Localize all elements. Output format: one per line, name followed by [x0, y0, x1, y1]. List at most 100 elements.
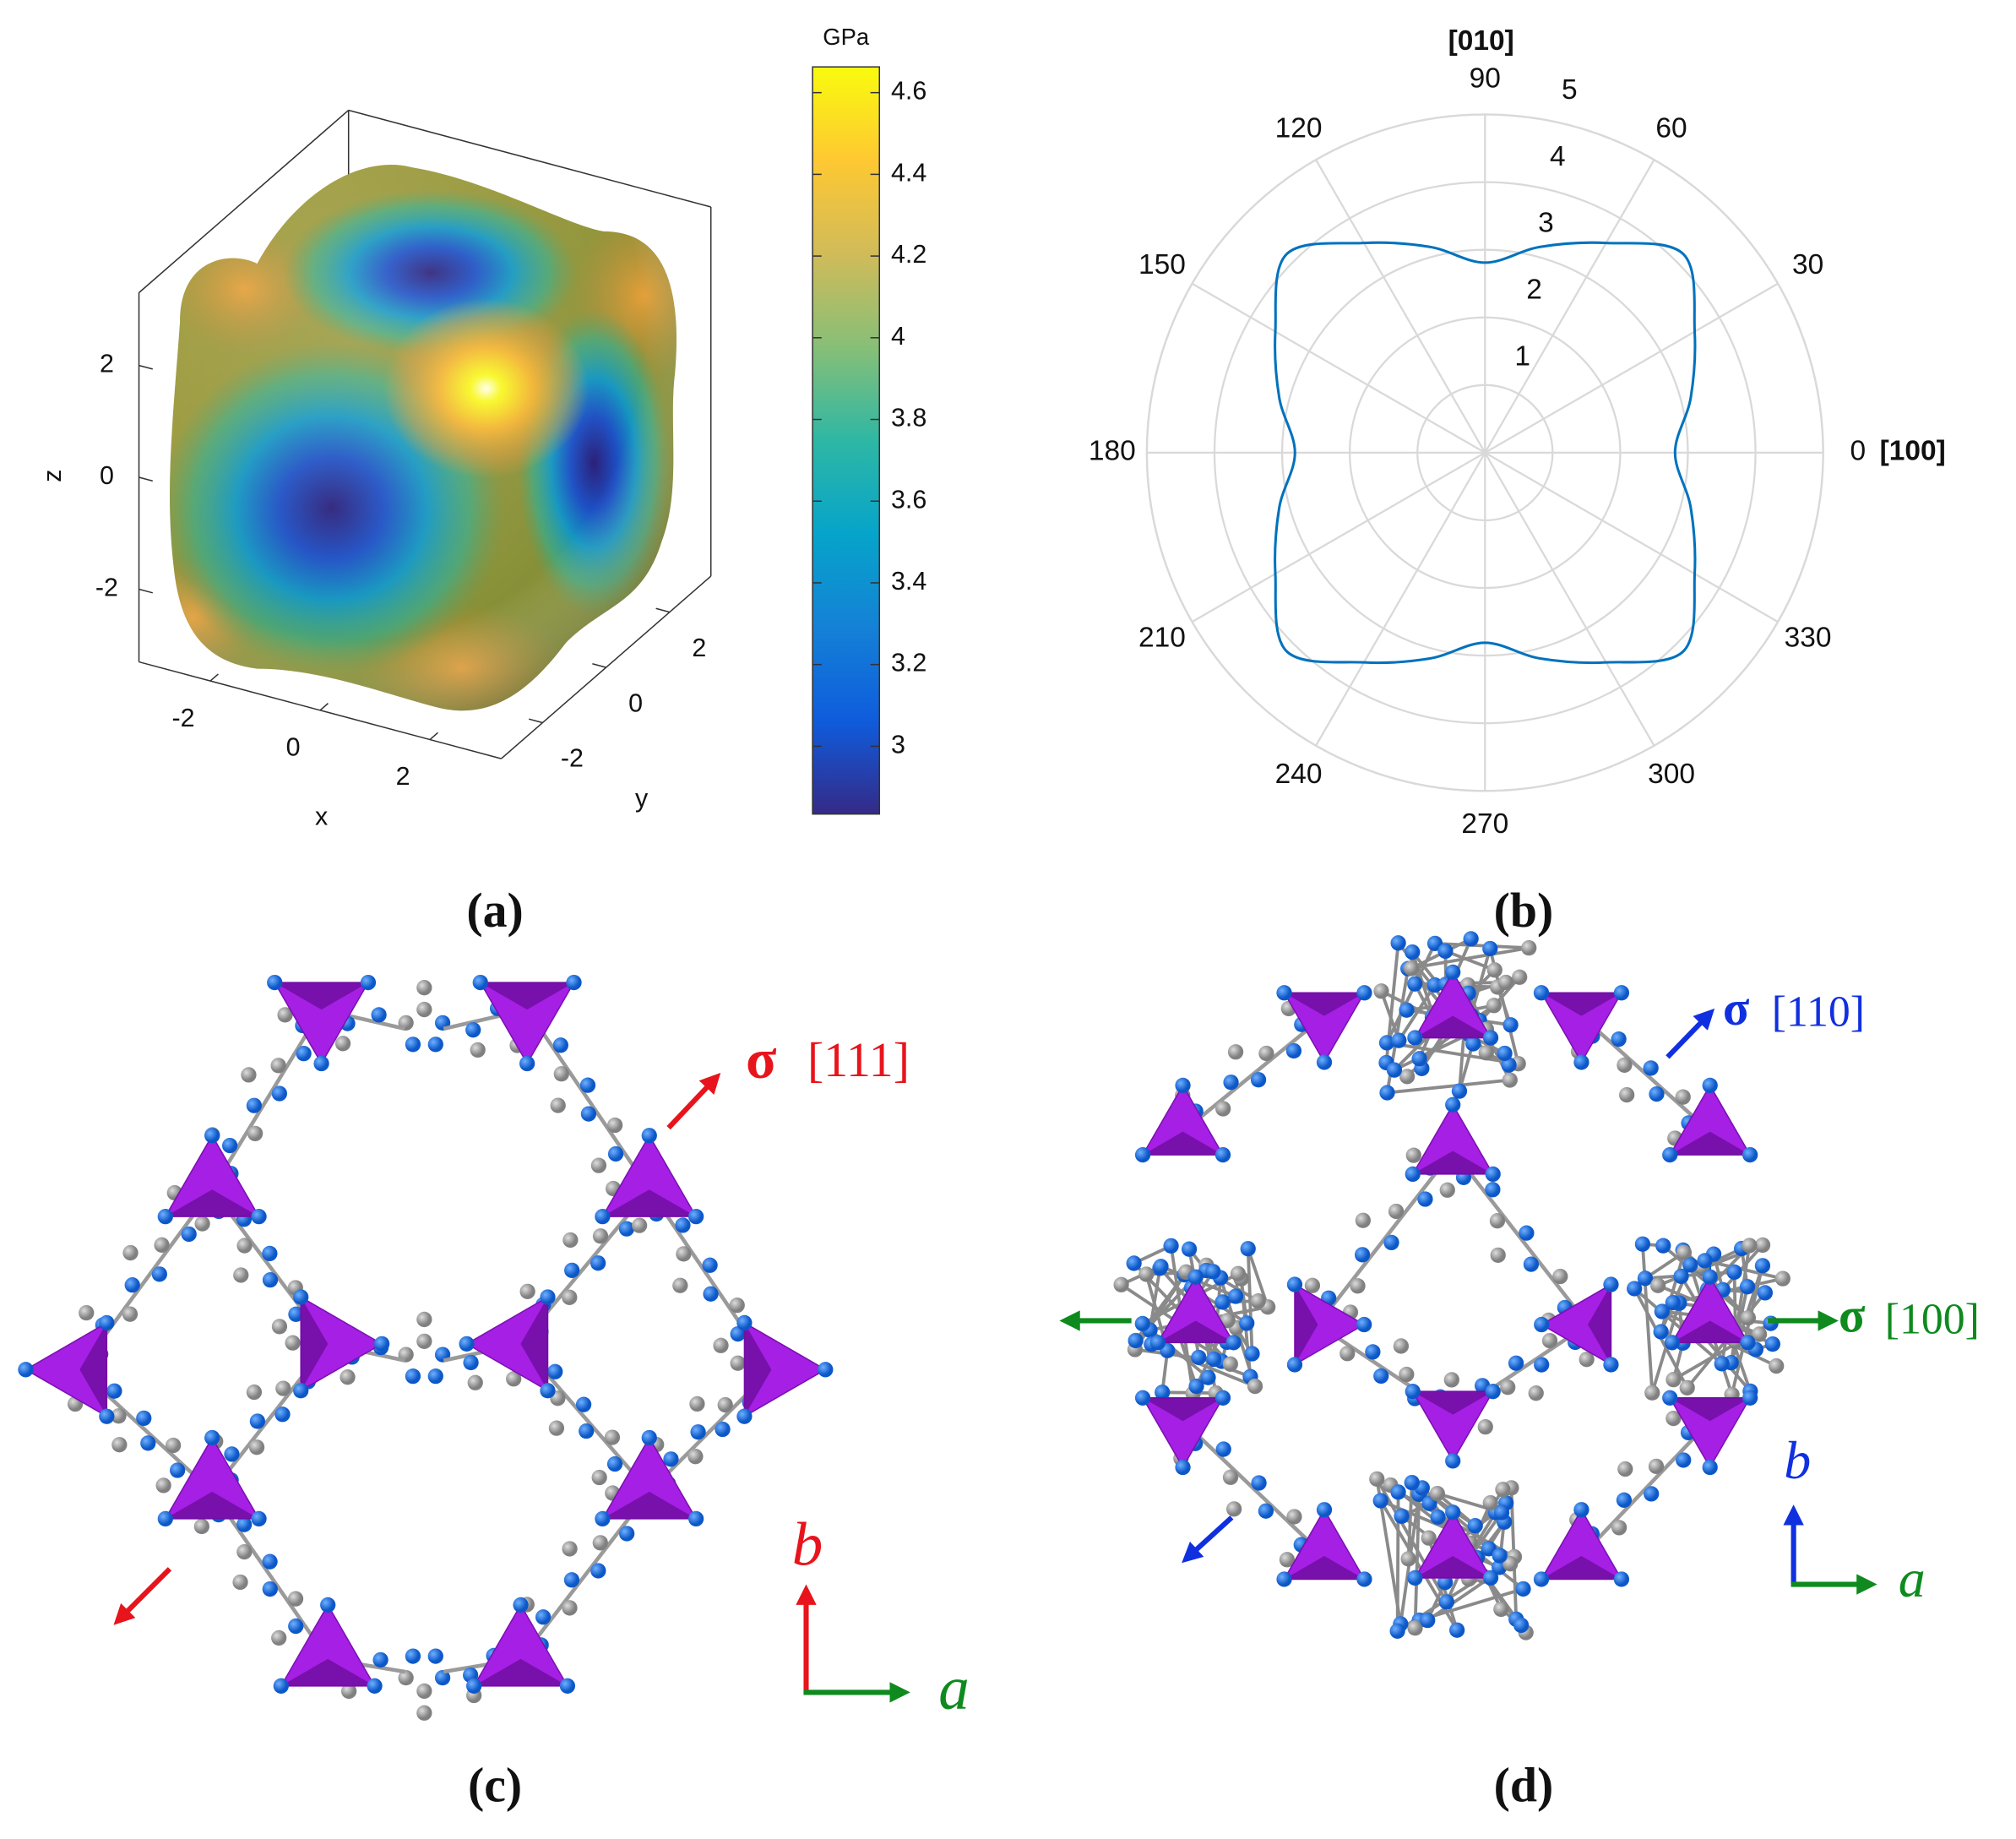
gray-atom	[1404, 960, 1420, 977]
gray-atom	[122, 1244, 139, 1261]
x-tick	[319, 703, 329, 711]
gray-atom	[236, 1238, 253, 1254]
bond	[1633, 1287, 1723, 1365]
gray-atom	[592, 1228, 609, 1244]
blue-atom	[1383, 1234, 1399, 1251]
gray-atom	[1399, 1069, 1416, 1085]
blue-atom	[540, 1289, 556, 1305]
blue-atom	[1463, 931, 1479, 947]
blue-atom	[151, 1266, 167, 1282]
blue-atom	[271, 1085, 288, 1102]
blue-atom	[157, 1510, 173, 1527]
blue-atom	[1206, 1351, 1222, 1368]
z-tick-label: 0	[100, 461, 114, 490]
blue-atom	[1316, 1054, 1333, 1070]
gray-atom	[232, 1574, 248, 1591]
blue-atom	[1372, 1493, 1388, 1509]
blue-atom	[466, 1678, 482, 1694]
gray-atom	[1443, 1372, 1459, 1388]
blue-atom	[1134, 1390, 1151, 1406]
blue-atom	[1573, 1054, 1589, 1070]
gray-atom	[1649, 1277, 1666, 1293]
blue-atom	[1386, 1062, 1403, 1078]
blue-atom	[246, 1097, 263, 1113]
blue-atom	[262, 1245, 278, 1262]
gray-atom	[1528, 1385, 1544, 1401]
direction-label: [100]	[1880, 436, 1946, 467]
blue-atom	[1739, 1279, 1756, 1295]
bond	[525, 1008, 651, 1191]
blue-atom	[136, 1410, 152, 1427]
tetrahedron-face	[474, 1658, 568, 1686]
blue-atom	[618, 1221, 635, 1237]
gray-atom	[1407, 1620, 1423, 1636]
blue-atom	[1404, 1474, 1420, 1491]
blue-atom	[463, 1354, 479, 1371]
blue-atom	[606, 1455, 623, 1472]
gray-atom	[247, 1125, 264, 1142]
tetrahedron-face	[1541, 1556, 1622, 1580]
grid-spoke	[1484, 452, 1655, 747]
blue-atom	[367, 1678, 383, 1694]
grid-spoke	[1315, 452, 1486, 747]
theta-tick-label: 330	[1785, 622, 1832, 653]
blue-atom	[559, 1678, 576, 1694]
gray-atom	[271, 1319, 288, 1335]
blue-atom	[1438, 1594, 1455, 1610]
gray-atom	[1355, 1212, 1371, 1228]
blue-atom	[1153, 1259, 1169, 1275]
blue-atom	[547, 1363, 563, 1379]
blue-atom	[1407, 1570, 1423, 1586]
tetrahedron-face	[1670, 1397, 1751, 1422]
blue-atom	[1389, 1623, 1405, 1639]
blue-atom	[1390, 1484, 1406, 1500]
stress-direction: [100]	[1885, 1295, 1980, 1343]
blue-atom	[1258, 1503, 1274, 1519]
x-tick-label: -2	[172, 704, 195, 732]
blue-atom	[1664, 1335, 1680, 1351]
blue-atom	[1128, 1332, 1144, 1349]
blue-atom	[106, 1383, 122, 1399]
blue-atom	[1682, 1257, 1698, 1273]
y-tick	[655, 607, 671, 613]
theta-tick-label: 0	[1850, 436, 1866, 467]
gray-atom	[416, 1705, 432, 1721]
blue-atom	[580, 1106, 597, 1122]
x-tick	[429, 732, 438, 741]
tetrahedron-face	[480, 982, 574, 1010]
gray-atom	[562, 1289, 578, 1305]
blue-atom	[1411, 1051, 1427, 1067]
z-tick-label: 2	[100, 350, 114, 378]
blue-atom	[1533, 985, 1550, 1001]
gray-atom	[194, 1216, 210, 1232]
blue-atom	[1405, 1166, 1421, 1183]
gray-atom	[248, 1439, 265, 1455]
blue-atom	[1356, 985, 1372, 1001]
blue-atom	[1163, 1238, 1179, 1254]
stress-arrow	[1182, 1515, 1234, 1564]
blue-atom	[1740, 1335, 1756, 1351]
blue-atom	[1485, 1166, 1501, 1183]
blue-atom	[715, 1421, 731, 1438]
blue-atom	[1702, 1077, 1718, 1094]
bond	[519, 1490, 651, 1661]
blue-atom	[1126, 1255, 1142, 1271]
gray-atom	[550, 1097, 566, 1113]
blue-atom	[1407, 976, 1423, 992]
blue-atom	[595, 1209, 611, 1225]
blue-atom	[702, 1257, 718, 1273]
gray-atom	[1226, 1501, 1242, 1517]
blue-atom	[1726, 1264, 1742, 1281]
blue-atom	[251, 1510, 267, 1527]
gray-atom	[562, 1232, 579, 1249]
colorbar-tick-label: 3	[891, 730, 905, 759]
blue-atom	[236, 1516, 253, 1532]
bond	[1182, 1014, 1326, 1134]
z-tick	[139, 364, 153, 370]
caption: (a)	[466, 883, 523, 938]
blue-atom	[1286, 1357, 1303, 1373]
blue-atom	[1155, 1385, 1171, 1401]
blue-atom	[371, 1007, 387, 1023]
blue-atom	[1702, 1459, 1718, 1476]
gray-atom	[277, 1007, 293, 1023]
